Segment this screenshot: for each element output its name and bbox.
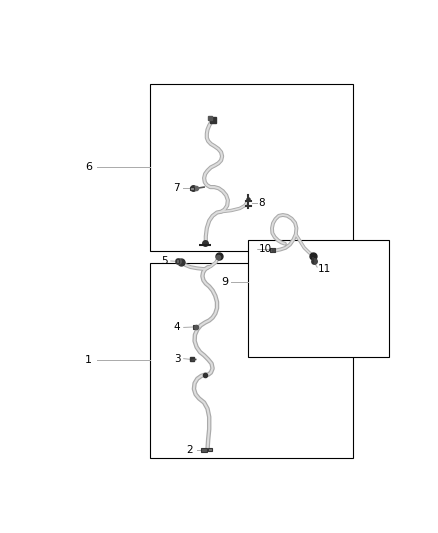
Text: 9: 9 — [221, 277, 228, 287]
Text: 8: 8 — [258, 198, 265, 208]
Text: 1: 1 — [85, 356, 92, 365]
Bar — [150, 263, 353, 458]
Text: 2: 2 — [187, 445, 193, 455]
Bar — [176, 260, 179, 263]
Text: 7: 7 — [173, 183, 180, 193]
Text: 3: 3 — [174, 353, 180, 364]
Bar — [150, 84, 353, 251]
Bar — [270, 248, 275, 252]
Text: 11: 11 — [318, 264, 331, 274]
Text: 10: 10 — [258, 245, 272, 254]
Bar — [190, 187, 194, 190]
Text: 6: 6 — [85, 163, 92, 172]
Text: 5: 5 — [161, 256, 167, 266]
Bar — [201, 448, 207, 452]
Bar — [193, 325, 197, 329]
Bar — [208, 448, 212, 451]
Bar — [248, 240, 389, 358]
Text: 4: 4 — [174, 322, 180, 333]
